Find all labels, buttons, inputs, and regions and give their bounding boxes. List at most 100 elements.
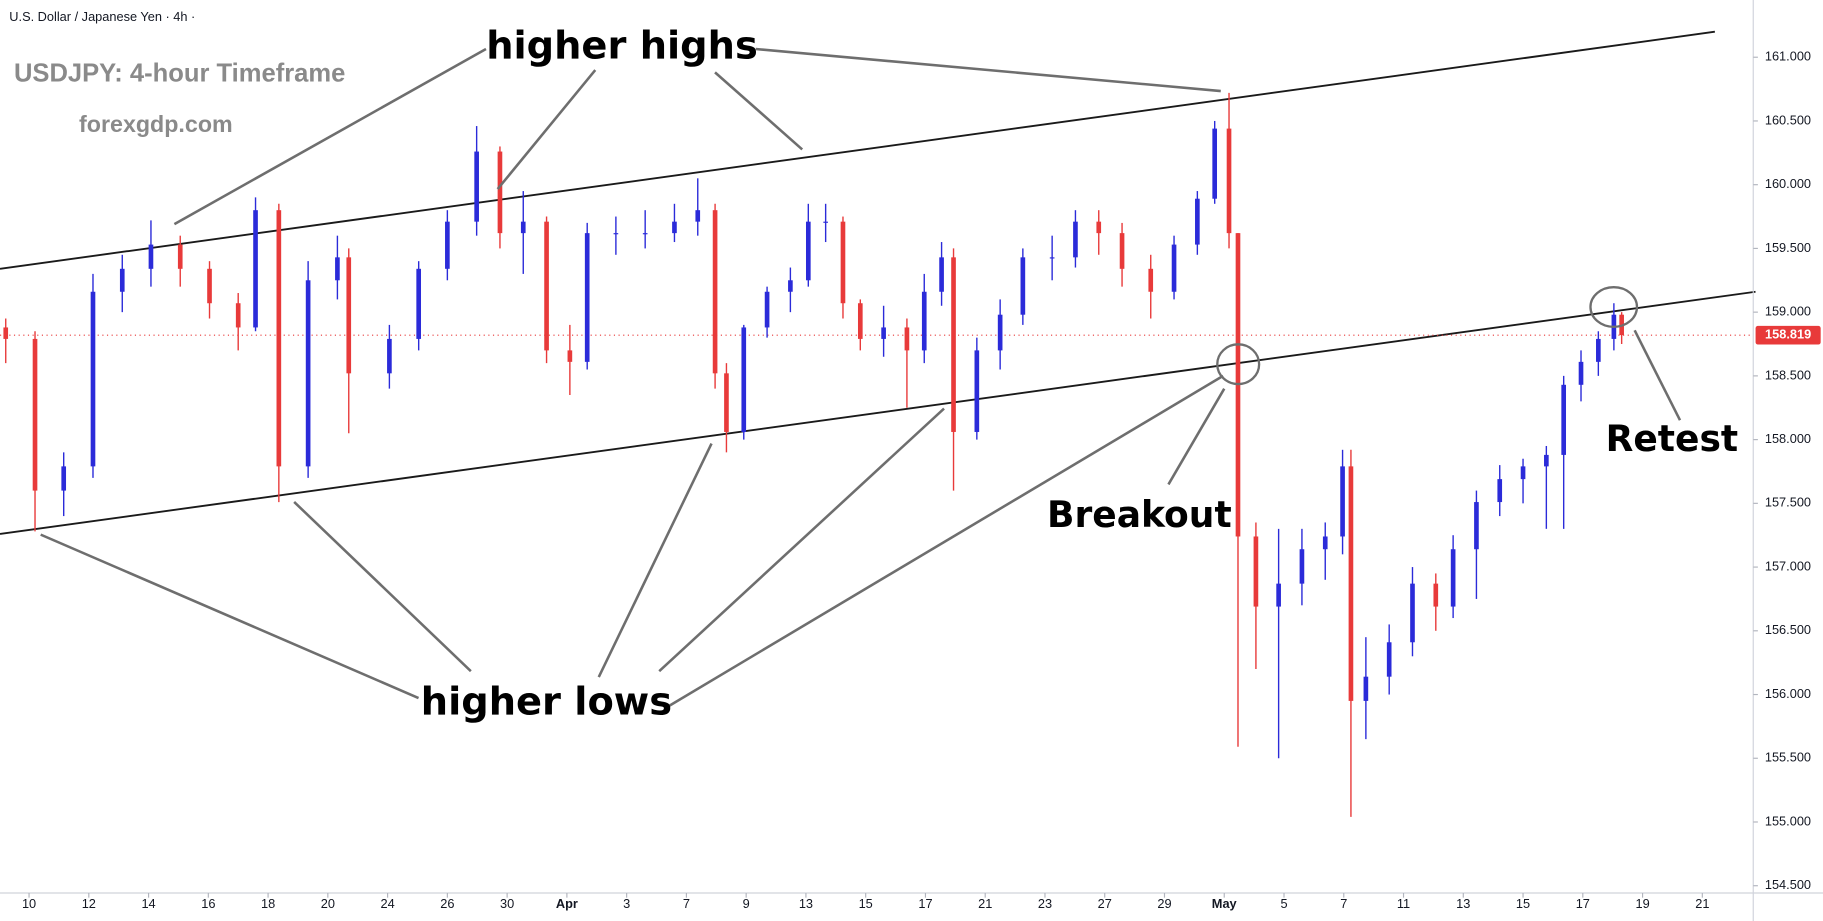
y-tick-label: 157.000 <box>1765 558 1811 573</box>
candle-body <box>695 210 701 222</box>
candle-body <box>1450 549 1456 607</box>
candle-body <box>1578 361 1584 385</box>
plot-area <box>0 30 1756 817</box>
x-tick-label: 13 <box>1456 896 1470 911</box>
retest-circle <box>1589 285 1639 329</box>
candle-body <box>1363 676 1369 701</box>
y-tick-label: 154.500 <box>1765 877 1811 892</box>
x-tick-label: 5 <box>1280 896 1287 911</box>
x-tick-label: 10 <box>22 896 36 911</box>
trend-line <box>0 30 1716 270</box>
annotation-label: higher highs <box>486 23 758 68</box>
candle-body <box>346 257 352 374</box>
candle-body <box>445 221 450 269</box>
candle-body <box>1474 502 1479 550</box>
x-tick-label: 11 <box>1397 896 1410 911</box>
candle-body <box>1348 466 1354 701</box>
pointer <box>755 47 1221 93</box>
pointer <box>496 69 597 190</box>
candle-body <box>764 291 770 328</box>
y-tick-label: 160.000 <box>1765 176 1811 191</box>
candle-body <box>235 303 241 328</box>
x-tick-label: 16 <box>201 896 215 911</box>
x-tick-label: 15 <box>859 896 873 911</box>
annotation-label: Breakout <box>1047 493 1232 536</box>
chart-title: USDJPY: 4-hour Timeframe <box>14 59 345 87</box>
candle-body <box>276 210 282 467</box>
candle-body <box>1596 338 1601 362</box>
candle-body <box>61 466 67 491</box>
candle-body <box>712 210 718 374</box>
y-tick-label: 161.000 <box>1765 49 1811 64</box>
y-tick-label: 157.500 <box>1765 495 1811 510</box>
trend-line <box>0 290 1756 535</box>
candle-body <box>1096 221 1102 234</box>
last-price-label: 158.819 <box>1765 327 1811 342</box>
candle-body <box>788 280 793 292</box>
x-tick-label: 12 <box>82 896 96 911</box>
candle-body <box>1212 128 1218 199</box>
annotation-label: higher lows <box>421 679 672 724</box>
x-tick-label: 21 <box>1695 896 1709 911</box>
candle-body <box>253 210 258 328</box>
candle-body <box>1386 642 1392 677</box>
candle-body <box>1148 268 1154 292</box>
annotations: higher highs higher lows Breakout Retest <box>40 23 1739 724</box>
candle-body <box>1497 479 1503 503</box>
y-tick-label: 159.500 <box>1765 240 1811 255</box>
candle-body <box>939 257 944 292</box>
x-tick-label: 23 <box>1038 896 1052 911</box>
x-tick-label: 24 <box>381 896 395 911</box>
pointer <box>293 501 472 673</box>
pointer <box>1167 388 1226 486</box>
candle-body <box>642 233 648 235</box>
candle-body <box>1226 128 1232 234</box>
candle-body <box>1410 583 1415 643</box>
pointer <box>173 47 487 226</box>
y-tick-label: 158.500 <box>1765 367 1811 382</box>
candle-body <box>974 350 980 432</box>
candle-body <box>823 221 828 223</box>
annotation-label: Retest <box>1606 417 1739 460</box>
candle-body <box>119 268 125 292</box>
candle-body <box>177 244 183 269</box>
x-tick-label: 21 <box>978 896 992 911</box>
x-tick-label: 15 <box>1516 896 1530 911</box>
x-tick-label: 19 <box>1635 896 1649 911</box>
x-tick-label: Apr <box>556 896 578 911</box>
x-tick-label: 7 <box>1340 896 1347 911</box>
pointer <box>1633 329 1682 421</box>
x-tick-label: 26 <box>440 896 454 911</box>
candle-body <box>1195 198 1200 245</box>
candle-body <box>1253 536 1259 607</box>
x-tick-label: 27 <box>1098 896 1112 911</box>
pointer <box>667 374 1224 708</box>
candle-body <box>1340 466 1345 537</box>
chart-subtitle: forexgdp.com <box>79 111 233 137</box>
x-tick-label: 9 <box>743 896 750 911</box>
pointer <box>597 443 713 678</box>
candle-body <box>1433 583 1439 607</box>
candle-body <box>520 221 526 234</box>
candle-body <box>997 314 1003 351</box>
candle-body <box>840 221 846 304</box>
candle-body <box>387 338 392 374</box>
candle-body <box>613 233 619 235</box>
candle-body <box>1171 244 1177 292</box>
candle-body <box>567 350 573 362</box>
pointer <box>658 407 945 673</box>
y-tick-label: 159.000 <box>1765 304 1811 319</box>
candle-body <box>1049 257 1055 259</box>
candle-body <box>741 327 747 432</box>
candle-body <box>857 303 863 339</box>
x-tick-label: 14 <box>141 896 155 911</box>
candle-body <box>951 257 956 432</box>
candle-body <box>544 221 549 351</box>
y-tick-label: 160.500 <box>1765 112 1811 127</box>
candle-body <box>1561 384 1567 455</box>
candle-body <box>305 280 311 467</box>
candle-body <box>672 221 677 234</box>
